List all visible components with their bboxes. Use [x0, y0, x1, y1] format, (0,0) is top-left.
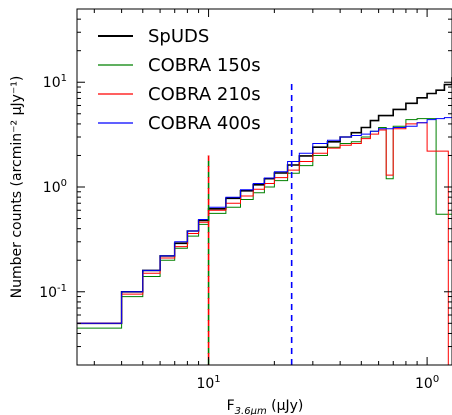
legend-label: SpUDS — [148, 26, 209, 47]
legend: SpUDS COBRA 150s COBRA 210s COBRA 400s — [98, 26, 261, 134]
legend-label: COBRA 150s — [148, 55, 261, 76]
y-tick-label: 100 — [43, 178, 67, 196]
y-axis-label: Number counts (arcmin⁻² μJy⁻¹) — [9, 76, 25, 299]
legend-item: COBRA 150s — [98, 55, 261, 76]
y-tick-label: 10-1 — [39, 283, 67, 301]
labels-layer: 101 100 10-1 100 101 F3.6μm (μJy) Number count… — [9, 73, 439, 415]
legend-label: COBRA 210s — [148, 84, 261, 105]
plot-layer — [77, 77, 452, 365]
y-tick-label: 101 — [43, 73, 67, 91]
x-axis-label: F3.6μm (μJy) — [227, 398, 304, 415]
legend-item: SpUDS — [98, 26, 209, 47]
legend-label: COBRA 400s — [148, 113, 261, 134]
legend-item: COBRA 400s — [98, 113, 261, 134]
series-line-cobra-210s — [77, 122, 452, 365]
x-tick-label: 101 — [196, 374, 220, 392]
series-line-cobra-400s — [77, 117, 452, 324]
series-line-spuds — [77, 77, 452, 325]
x-tick-label: 100 — [415, 374, 439, 392]
ticks-layer — [77, 9, 452, 365]
series-line-cobra-150s — [77, 118, 452, 329]
plot-area — [77, 77, 452, 365]
legend-item: COBRA 210s — [98, 84, 261, 105]
